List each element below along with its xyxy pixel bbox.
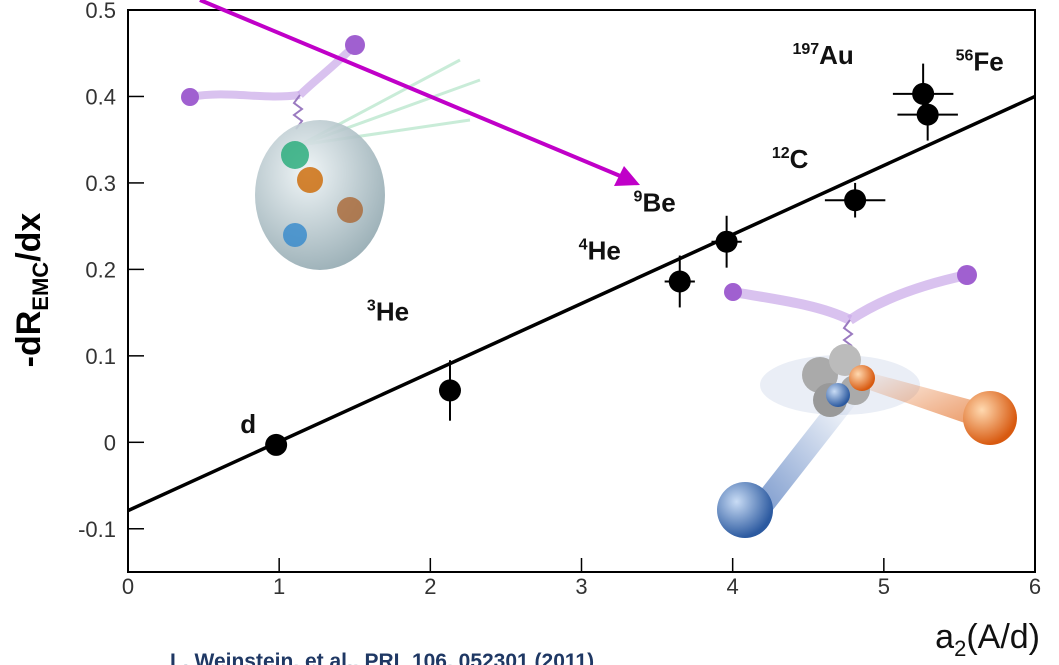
point-label-symbol: C <box>790 144 809 174</box>
point-label-symbol: He <box>588 235 621 265</box>
y-tick-label: -0.1 <box>78 517 116 542</box>
y-tick-label: 0.2 <box>85 257 116 282</box>
point-label: 56Fe <box>956 47 1004 77</box>
x-tick-label: 4 <box>727 574 739 599</box>
x-axis-title: a2(A/d) <box>935 618 1040 661</box>
illustration-bottom <box>717 265 1017 538</box>
data-point <box>715 230 738 253</box>
point-label-mass: 56 <box>956 48 974 65</box>
y-tick-label: 0.3 <box>85 171 116 196</box>
data-point <box>916 103 939 126</box>
illustration-top <box>181 35 481 270</box>
point-label-mass: 4 <box>579 236 588 253</box>
x-tick-label: 0 <box>122 574 134 599</box>
point-label-mass: 3 <box>367 297 376 314</box>
y-axis-title: -dREMC/dx <box>10 213 53 368</box>
point-label-mass: 9 <box>634 189 643 206</box>
x-tick-label: 6 <box>1029 574 1041 599</box>
data-point <box>265 433 288 456</box>
point-label-symbol: d <box>240 409 256 439</box>
point-label-symbol: He <box>376 296 409 326</box>
x-tick-label: 5 <box>878 574 890 599</box>
data-point <box>438 379 461 402</box>
y-tick-label: 0.4 <box>85 84 116 109</box>
point-label: 197Au <box>792 40 853 70</box>
point-label-symbol: Au <box>819 40 854 70</box>
point-label-mass: 197 <box>792 41 819 58</box>
citation: L. Weinstein, et al., PRL 106, 052301 (2… <box>170 650 594 665</box>
data-point <box>912 82 935 105</box>
data-point <box>668 270 691 293</box>
y-tick-label: 0 <box>104 430 116 455</box>
x-tick-label: 2 <box>424 574 436 599</box>
point-label-mass: 12 <box>772 145 790 162</box>
point-label: 4He <box>579 235 621 265</box>
point-label: d <box>240 409 256 439</box>
data-point <box>844 189 867 212</box>
x-tick-label: 3 <box>575 574 587 599</box>
y-tick-label: 0.1 <box>85 344 116 369</box>
arrow <box>199 0 640 186</box>
point-label: 3He <box>367 296 409 326</box>
point-label-symbol: Be <box>642 188 675 218</box>
y-tick-label: 0.5 <box>85 0 116 23</box>
point-label: 12C <box>772 144 809 174</box>
point-label-symbol: Fe <box>973 47 1003 77</box>
point-label: 9Be <box>634 188 676 218</box>
x-tick-label: 1 <box>273 574 285 599</box>
